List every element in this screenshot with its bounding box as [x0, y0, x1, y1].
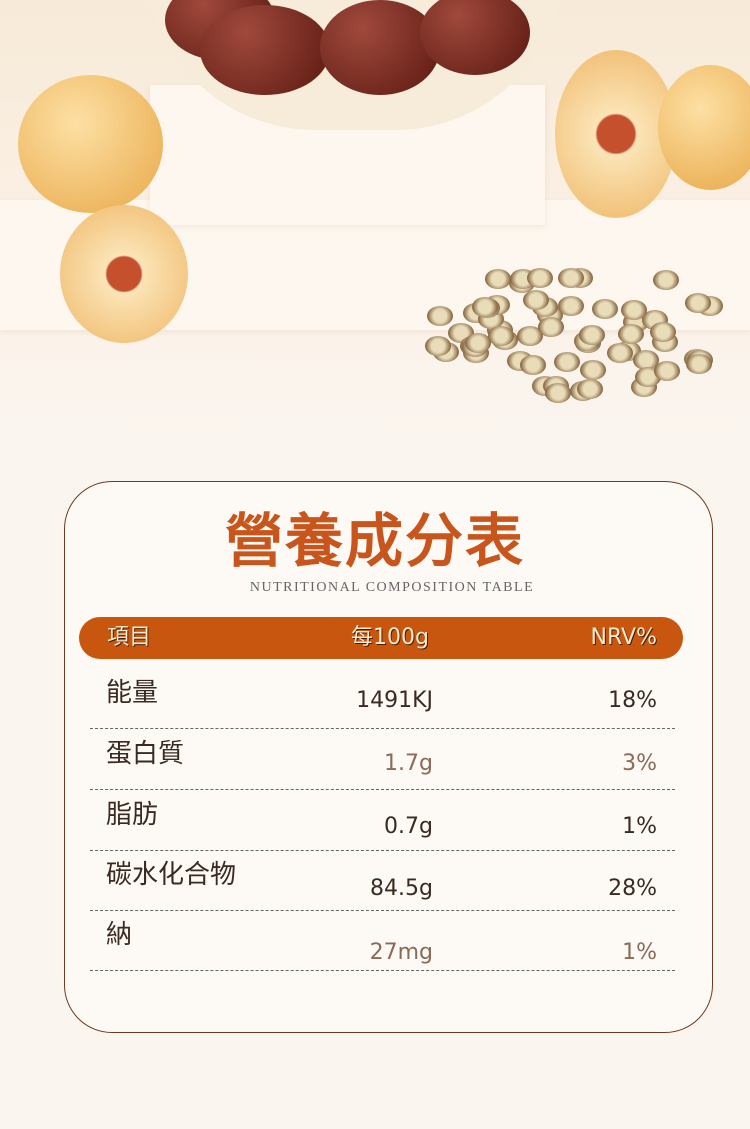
licorice-slice [472, 296, 499, 317]
nutrient-nrv: 28% [608, 876, 657, 901]
licorice-slice [684, 293, 711, 314]
nutrient-nrv: 18% [608, 688, 657, 713]
table-row: 蛋白質 1.7g 3% [90, 729, 675, 790]
candied-jujube [200, 5, 330, 95]
nutrient-name: 脂肪 [106, 800, 159, 830]
licorice-slice [425, 336, 452, 357]
licorice-slices [410, 250, 730, 404]
licorice-slice [522, 289, 549, 310]
candied-jujube [420, 0, 530, 75]
licorice-slice [578, 324, 605, 345]
licorice-slice [654, 360, 681, 381]
licorice-slice [517, 325, 544, 346]
nutrient-nrv: 3% [622, 751, 657, 776]
header-per100g: 每100g [351, 625, 429, 650]
subtitle: NUTRITIONAL COMPOSITION TABLE [249, 580, 535, 595]
table-row: 脂肪 0.7g 1% [90, 790, 675, 851]
licorice-slice [580, 359, 607, 380]
loquat-half [555, 50, 677, 218]
nutrient-nrv: 1% [622, 814, 657, 839]
nutrient-value: 0.7g [384, 814, 433, 839]
licorice-slice [558, 267, 585, 288]
nutrient-value: 1491KJ [356, 688, 433, 713]
licorice-slice [606, 343, 633, 364]
licorice-slice [649, 321, 676, 342]
licorice-slice [591, 299, 618, 320]
nutrient-nrv: 1% [622, 940, 657, 965]
nutrient-name: 蛋白質 [106, 739, 185, 769]
licorice-slice [538, 316, 565, 337]
licorice-slice [553, 351, 580, 372]
licorice-slice [519, 354, 546, 375]
licorice-slice [526, 267, 553, 288]
licorice-slice [465, 333, 492, 354]
licorice-slice [485, 268, 512, 289]
licorice-slice [618, 323, 645, 344]
header-nrv: NRV% [590, 625, 658, 650]
licorice-slice [621, 299, 648, 320]
licorice-slice [488, 325, 515, 346]
table-row: 納 27mg 1% [90, 910, 675, 971]
licorice-slice [426, 306, 453, 327]
nutrient-name: 納 [106, 920, 133, 950]
nutrient-name: 碳水化合物 [106, 860, 237, 890]
candied-jujube [320, 0, 440, 95]
loquat-half [60, 205, 188, 343]
nutrition-card [64, 481, 713, 1033]
licorice-slice [632, 349, 659, 370]
nutrient-value: 1.7g [384, 751, 433, 776]
product-photo [0, 0, 750, 430]
nutrient-name: 能量 [106, 678, 159, 708]
loquat [658, 65, 750, 190]
licorice-slice [652, 270, 679, 291]
nutrient-value: 27mg [369, 940, 433, 965]
licorice-slice [557, 296, 584, 317]
table-row: 能量 1491KJ 18% [90, 668, 675, 729]
licorice-slice [686, 354, 713, 375]
page-title: 營養成分表 [224, 507, 525, 575]
table-header: 項目 每100g NRV% [79, 617, 683, 659]
licorice-slice [577, 378, 604, 399]
loquat [18, 75, 163, 213]
nutrient-value: 84.5g [370, 876, 433, 901]
header-item: 項目 [107, 625, 152, 650]
licorice-slice [544, 383, 571, 404]
table-row: 碳水化合物 84.5g 28% [90, 850, 675, 911]
